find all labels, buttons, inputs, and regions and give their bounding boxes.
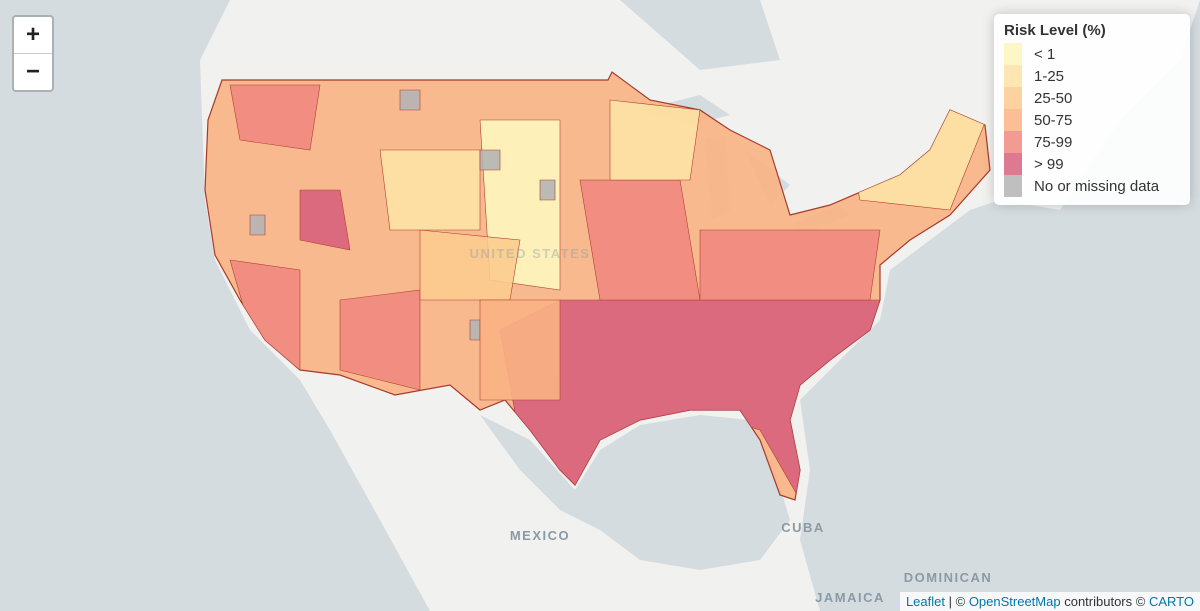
attribution: Leaflet | © OpenStreetMap contributors ©… bbox=[899, 592, 1200, 611]
place-label: MEXICO bbox=[510, 528, 570, 543]
legend-item: 50-75 bbox=[1004, 109, 1182, 131]
leaflet-link[interactable]: Leaflet bbox=[905, 594, 945, 609]
risk-region bbox=[339, 289, 421, 391]
legend-swatch bbox=[1004, 153, 1022, 175]
legend-swatch bbox=[1004, 87, 1022, 109]
risk-region bbox=[249, 89, 556, 341]
legend-label: 1-25 bbox=[1034, 67, 1065, 85]
legend-label: 75-99 bbox=[1034, 133, 1073, 151]
zoom-in-button[interactable]: + bbox=[25, 21, 40, 48]
risk-region bbox=[419, 229, 521, 301]
place-label: CUBA bbox=[781, 520, 825, 535]
legend-item: No or missing data bbox=[1004, 175, 1182, 197]
place-label: UNITED STATES bbox=[470, 246, 591, 261]
place-label: JAMAICA bbox=[815, 590, 885, 605]
place-label: DOMINICAN bbox=[904, 570, 993, 585]
legend-label: No or missing data bbox=[1034, 177, 1160, 195]
risk-region bbox=[229, 84, 321, 151]
risk-region bbox=[379, 149, 481, 231]
risk-region bbox=[699, 229, 881, 301]
legend-item: 1-25 bbox=[1004, 65, 1182, 87]
carto-link[interactable]: CARTO bbox=[1148, 594, 1194, 609]
risk-region bbox=[299, 189, 351, 251]
legend-swatch bbox=[1004, 175, 1022, 197]
zoom-control: + − bbox=[12, 15, 54, 92]
legend-item: > 99 bbox=[1004, 153, 1182, 175]
risk-region bbox=[579, 179, 701, 301]
legend-label: < 1 bbox=[1034, 45, 1056, 63]
legend-item: < 1 bbox=[1004, 43, 1182, 65]
legend-swatch bbox=[1004, 131, 1022, 153]
legend-label: 50-75 bbox=[1034, 111, 1073, 129]
risk-region bbox=[609, 99, 701, 181]
legend-swatch bbox=[1004, 65, 1022, 87]
attribution-text: contributors © bbox=[1064, 594, 1146, 609]
legend-item: 75-99 bbox=[1004, 131, 1182, 153]
legend-title: Risk Level (%) bbox=[1004, 22, 1106, 39]
risk-region bbox=[479, 299, 561, 401]
legend-label: 25-50 bbox=[1034, 89, 1073, 107]
legend-swatch bbox=[1004, 109, 1022, 131]
legend-swatch bbox=[1004, 43, 1022, 65]
risk-patches bbox=[229, 84, 990, 500]
legend-item: 25-50 bbox=[1004, 87, 1182, 109]
attribution-separator: | © bbox=[948, 594, 966, 609]
legend: Risk Level (%) < 1 1-25 25-50 50-75 75-99 > 9… bbox=[994, 14, 1190, 205]
legend-label: > 99 bbox=[1034, 155, 1064, 173]
zoom-out-button[interactable]: − bbox=[14, 53, 52, 90]
osm-link[interactable]: OpenStreetMap bbox=[968, 594, 1061, 609]
